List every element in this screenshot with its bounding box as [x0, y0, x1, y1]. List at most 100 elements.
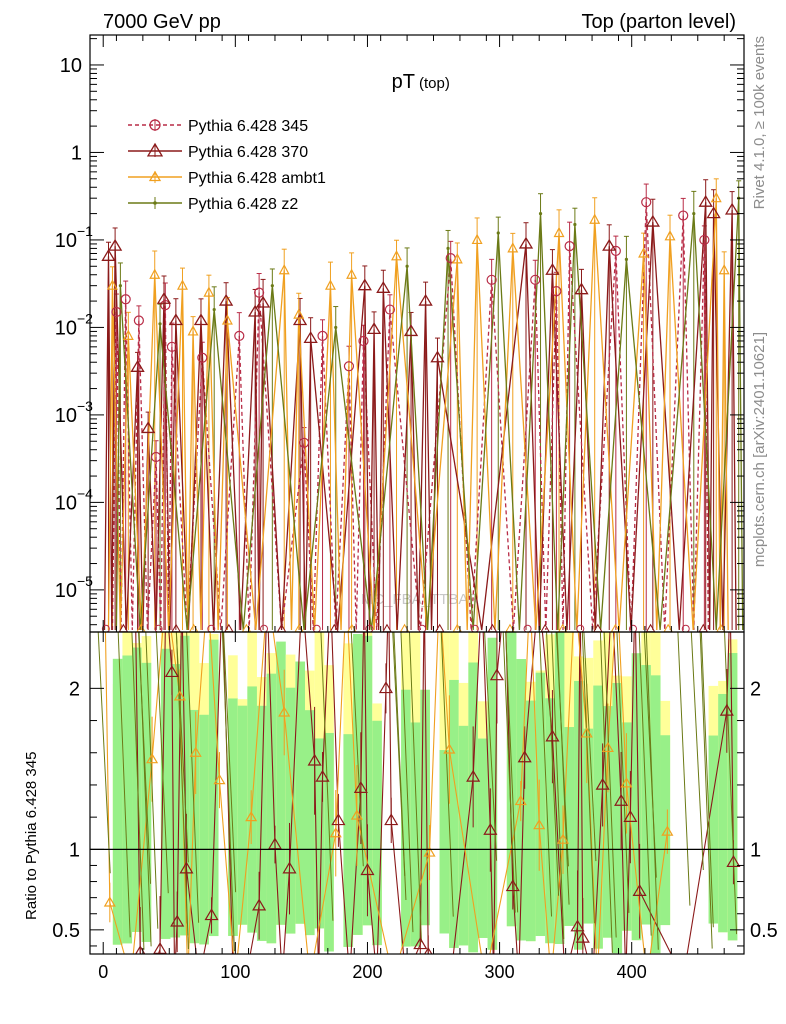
data-point — [446, 246, 450, 251]
ratio-point — [103, 896, 116, 907]
ratio-band-inner — [449, 679, 459, 948]
data-point — [358, 335, 369, 347]
y-tick-exponent: −4 — [77, 485, 93, 501]
header-right: Top (parton level) — [581, 11, 736, 33]
ratio-point — [378, 681, 394, 694]
ratio-point — [252, 898, 267, 911]
ratio-z2-spike — [505, 632, 519, 913]
ratio-band-inner — [410, 722, 421, 947]
ratio-point — [350, 809, 363, 820]
ratio-point — [514, 794, 527, 806]
ratio-point — [601, 741, 614, 753]
data-point — [212, 307, 216, 312]
data-point — [303, 331, 318, 343]
ratio-band-inner — [564, 727, 575, 926]
data-point — [403, 324, 419, 337]
ratio-band-inner — [372, 720, 382, 946]
y-tick-label: 10 — [55, 405, 77, 427]
chart-title: pT — [392, 71, 415, 93]
ratio-point — [517, 750, 532, 763]
ratio-band-inner — [526, 700, 536, 942]
ratio-z2-spike — [145, 632, 159, 929]
ratio-z2-spike — [117, 632, 131, 938]
ratio-z2-spike — [581, 632, 595, 924]
ratio-z2-spike — [690, 632, 704, 871]
ratio-point — [189, 746, 202, 757]
watermark: MC_FBA_TTBAR — [361, 591, 480, 608]
ratio-point — [278, 706, 291, 717]
data-point — [278, 263, 290, 275]
ratio-point — [170, 914, 185, 927]
data-point — [187, 325, 199, 336]
ratio-point — [533, 819, 546, 830]
data-point — [254, 287, 265, 298]
ratio-z2-spike — [186, 632, 200, 923]
ratio-z2-spike — [599, 632, 613, 953]
ratio-z2-spike — [724, 632, 738, 935]
series-line — [103, 202, 737, 631]
data-point — [451, 253, 463, 264]
data-point — [293, 308, 305, 319]
data-point — [346, 268, 358, 279]
ratio-panel-frame — [89, 631, 745, 955]
ratio-tick-label: 2 — [69, 678, 80, 700]
x-tick-label: 200 — [352, 962, 382, 982]
ratio-z2-spike — [400, 632, 414, 933]
data-point — [699, 234, 710, 246]
data-point — [120, 294, 131, 305]
data-point — [664, 230, 676, 241]
ratio-z2-spike — [700, 632, 714, 928]
ratio-band-inner — [228, 698, 238, 936]
data-point — [638, 247, 650, 258]
ratio-tick-label-right: 2 — [750, 678, 761, 700]
ratio-point — [331, 813, 346, 826]
data-point — [698, 194, 713, 207]
ratio-z2-spike — [484, 632, 498, 861]
ratio-band-inner — [276, 641, 286, 925]
zero-marker — [629, 624, 638, 632]
data-point — [551, 286, 562, 297]
data-point — [376, 281, 391, 293]
ratio-band-inner — [304, 710, 315, 936]
ratio-series-lines — [97, 632, 738, 954]
ratio-point — [661, 825, 674, 836]
ratio-point — [413, 937, 428, 950]
data-point — [418, 293, 433, 306]
ratio-z2-spike — [350, 632, 364, 867]
ratio-point — [483, 822, 498, 835]
y-tick-label: 10 — [60, 55, 82, 77]
ratio-band-inner — [324, 732, 334, 952]
mcplots-label: mcplots.cern.ch [arXiv:2401.10621] — [751, 332, 768, 567]
data-point — [405, 264, 409, 268]
ratio-band-inner — [112, 658, 123, 945]
ratio-axis-label: Ratio to Pythia 6.428 345 — [23, 752, 40, 920]
data-point — [391, 250, 403, 261]
data-point — [111, 306, 122, 318]
data-point — [197, 352, 208, 363]
ratio-band-inner — [420, 689, 430, 926]
ratio-band-inner — [285, 687, 296, 934]
ratio-tick-label: 0.5 — [52, 920, 80, 942]
data-point — [641, 197, 652, 208]
data-point — [518, 236, 534, 249]
ratio-band-inner — [545, 698, 555, 944]
data-point — [366, 322, 382, 335]
ratio-point — [164, 665, 179, 678]
ratio-point — [623, 809, 638, 822]
rivet-label: Rivet 4.1.0, ≥ 100k events — [751, 36, 768, 209]
ratio-band-inner — [208, 639, 219, 937]
data-point — [218, 293, 234, 306]
ratio-band-inner — [160, 648, 171, 939]
legend: Pythia 6.428 345 Pythia 6.428 370 Pythia 6… — [128, 118, 326, 213]
ratio-band-inner — [199, 714, 209, 945]
ratio-point — [146, 753, 159, 764]
ratio-point — [595, 777, 610, 790]
zero-marker — [470, 624, 479, 632]
data-point — [298, 437, 310, 448]
series-line — [107, 198, 729, 631]
data-point — [140, 421, 156, 434]
data-point — [553, 226, 565, 238]
ratio-band-inner — [650, 675, 661, 954]
ratio-point — [489, 668, 504, 681]
